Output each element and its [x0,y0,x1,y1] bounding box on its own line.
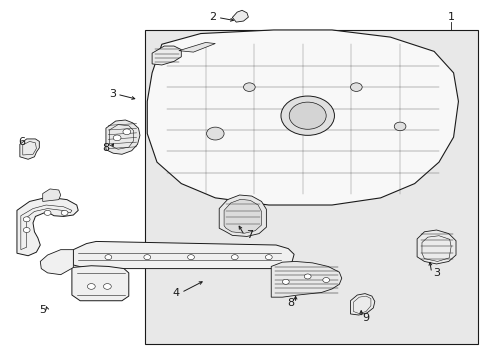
Circle shape [350,83,362,91]
Bar [144,30,477,344]
Polygon shape [73,242,293,269]
Polygon shape [42,189,61,202]
Text: 1: 1 [447,13,454,22]
Circle shape [105,255,112,260]
Polygon shape [219,195,266,237]
Polygon shape [147,30,458,205]
Polygon shape [72,266,128,301]
Circle shape [281,96,334,135]
Circle shape [44,210,51,215]
Circle shape [243,83,255,91]
Circle shape [113,135,121,141]
Text: 6: 6 [18,138,25,148]
Polygon shape [106,120,140,154]
Text: 8: 8 [102,143,109,153]
Circle shape [61,210,68,215]
Text: 3: 3 [108,89,116,99]
Polygon shape [17,197,78,256]
Text: 2: 2 [209,13,216,22]
Circle shape [322,278,329,283]
Circle shape [288,102,325,129]
Polygon shape [271,261,341,297]
Circle shape [187,255,194,260]
Text: 7: 7 [245,230,252,240]
Circle shape [231,255,238,260]
Circle shape [122,129,130,135]
Polygon shape [232,10,248,22]
Polygon shape [416,230,455,264]
Text: 9: 9 [362,312,369,323]
Text: 5: 5 [39,305,46,315]
Polygon shape [224,199,261,233]
Circle shape [143,255,150,260]
Circle shape [282,279,288,284]
Circle shape [206,127,224,140]
Circle shape [393,122,405,131]
Circle shape [23,217,30,222]
Text: 4: 4 [173,288,180,297]
Polygon shape [40,249,73,275]
Polygon shape [152,46,181,65]
Text: 3: 3 [432,268,439,278]
Circle shape [23,228,30,233]
Text: 8: 8 [286,298,294,308]
Circle shape [103,284,111,289]
Polygon shape [179,42,215,52]
Polygon shape [20,139,39,159]
Circle shape [265,255,272,260]
Circle shape [304,274,310,279]
Polygon shape [350,294,374,315]
Circle shape [87,284,95,289]
